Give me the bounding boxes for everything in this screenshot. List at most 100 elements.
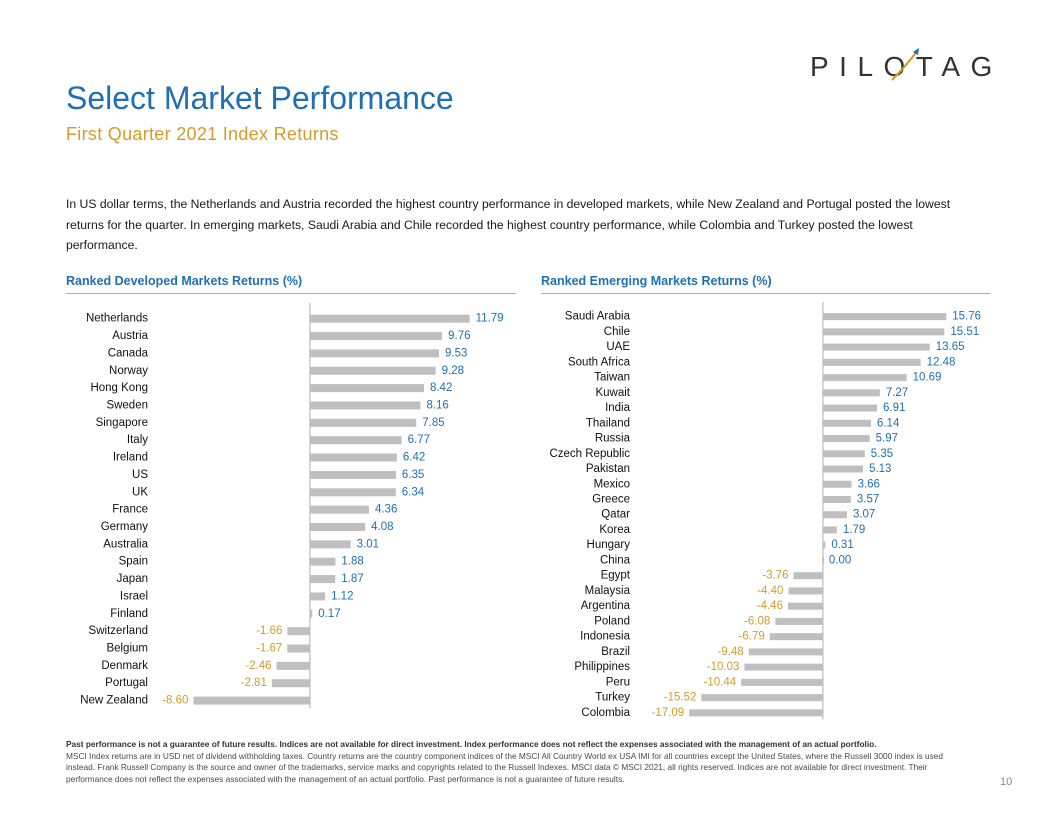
emerging-bar	[822, 435, 870, 443]
emerging-category-label: Philippines	[574, 661, 630, 673]
emerging-category-label: UAE	[606, 341, 630, 353]
developed-value-label: 4.08	[371, 521, 393, 533]
emerging-value-label: 0.31	[831, 539, 853, 551]
emerging-category-label: Czech Republic	[549, 448, 630, 460]
developed-bar	[309, 505, 369, 514]
emerging-value-label: -6.08	[744, 615, 770, 627]
emerging-bar	[822, 328, 945, 336]
developed-value-label: 9.76	[448, 330, 470, 342]
developed-category-label: Germany	[101, 521, 149, 533]
developed-value-label: 1.88	[341, 556, 363, 568]
emerging-bar	[701, 694, 823, 702]
emerging-bar	[787, 602, 823, 610]
emerging-value-label: 6.91	[883, 402, 905, 414]
developed-category-label: Singapore	[96, 417, 148, 429]
page-number: 10	[1000, 776, 1013, 788]
developed-bar	[309, 575, 336, 584]
developed-bar	[309, 523, 366, 531]
emerging-markets-chart: Saudi Arabia 15.76 Chile 15.51 UAE 13.65 South…	[520, 300, 1010, 720]
emerging-bar	[822, 511, 847, 519]
developed-bar	[287, 644, 310, 653]
developed-bar	[309, 453, 397, 462]
emerging-bar	[822, 450, 865, 458]
developed-bar	[309, 436, 402, 445]
emerging-value-label: 15.76	[952, 311, 981, 323]
emerging-value-label: 1.79	[843, 524, 865, 536]
emerging-bar	[822, 496, 851, 503]
emerging-chart-title: Ranked Emerging Markets Returns (%)	[541, 274, 772, 288]
emerging-category-label: Pakistan	[586, 463, 630, 475]
emerging-category-label: Korea	[599, 524, 630, 536]
emerging-bar	[689, 709, 823, 717]
developed-markets-chart-svg: Netherlands 11.79 Austria 9.76 Canada 9.53 Nor…	[80, 303, 504, 709]
developed-category-label: France	[112, 504, 148, 516]
developed-value-label: 9.28	[442, 365, 464, 377]
developed-bar	[276, 661, 310, 670]
developed-value-label: 11.79	[476, 313, 504, 325]
emerging-category-label: Colombia	[581, 707, 630, 719]
emerging-value-label: -3.76	[762, 570, 788, 582]
developed-category-label: Netherlands	[86, 313, 148, 325]
developed-category-label: Denmark	[101, 660, 148, 672]
developed-category-label: Italy	[127, 434, 148, 446]
emerging-value-label: 5.13	[869, 463, 891, 475]
emerging-category-label: Greece	[592, 494, 630, 506]
developed-category-label: US	[132, 469, 148, 481]
developed-category-label: Australia	[103, 538, 148, 550]
emerging-value-label: 13.65	[936, 341, 965, 353]
emerging-bar	[822, 389, 880, 397]
developed-bar	[309, 557, 336, 566]
emerging-markets-chart-svg: Saudi Arabia 15.76 Chile 15.51 UAE 13.65 South…	[549, 302, 981, 720]
emerging-category-label: Hungary	[587, 539, 631, 551]
emerging-category-label: Qatar	[601, 509, 630, 521]
developed-value-label: 1.12	[331, 590, 353, 602]
developed-bar	[309, 349, 439, 358]
emerging-bar	[822, 465, 864, 473]
emerging-category-label: Poland	[594, 615, 630, 627]
developed-value-label: 6.35	[402, 469, 424, 481]
developed-category-label: Hong Kong	[90, 382, 148, 394]
developed-value-label: 4.36	[375, 504, 397, 516]
developed-bar	[271, 679, 310, 688]
developed-markets-chart: Netherlands 11.79 Austria 9.76 Canada 9.53 Nor…	[0, 300, 520, 720]
emerging-category-label: Peru	[606, 676, 630, 688]
developed-value-label: 6.77	[408, 434, 430, 446]
developed-category-label: UK	[132, 486, 148, 498]
developed-value-label: 6.34	[402, 486, 425, 498]
developed-bar	[309, 384, 424, 393]
emerging-category-label: Mexico	[594, 478, 630, 490]
developed-value-label: 8.16	[426, 399, 448, 411]
developed-value-label: -1.66	[256, 625, 282, 637]
emerging-value-label: -4.40	[757, 585, 783, 597]
emerging-bar	[748, 648, 823, 656]
developed-category-label: Finland	[110, 608, 148, 620]
developed-title-divider	[66, 293, 516, 294]
emerging-value-label: 3.66	[858, 478, 880, 490]
emerging-category-label: Brazil	[601, 646, 630, 658]
intro-paragraph: In US dollar terms, the Netherlands and …	[66, 197, 951, 252]
developed-bar	[309, 592, 326, 601]
developed-value-label: -1.67	[256, 643, 282, 655]
emerging-bar	[793, 572, 823, 580]
emerging-category-label: Chile	[604, 326, 630, 338]
emerging-value-label: -4.46	[757, 600, 783, 612]
emerging-category-label: Thailand	[586, 417, 630, 429]
pilotage-logo: PILOTAGE	[810, 46, 1021, 82]
developed-category-label: Switzerland	[89, 625, 148, 637]
developed-bar	[309, 470, 396, 479]
developed-bar	[309, 332, 443, 341]
emerging-bar	[775, 617, 823, 625]
emerging-category-label: Indonesia	[580, 631, 630, 643]
emerging-category-label: Taiwan	[594, 372, 630, 384]
disclosure-bold-line: Past performance is not a guarantee of f…	[66, 739, 877, 749]
developed-category-label: Belgium	[106, 643, 148, 655]
developed-value-label: -2.81	[241, 677, 267, 689]
emerging-value-label: 3.07	[853, 509, 875, 521]
developed-bar	[287, 627, 310, 636]
emerging-bar	[822, 556, 825, 564]
emerging-bar	[769, 633, 823, 641]
developed-value-label: 0.17	[318, 608, 340, 620]
developed-category-label: Canada	[108, 347, 149, 359]
emerging-value-label: 6.14	[877, 417, 900, 429]
emerging-title-divider	[541, 293, 990, 294]
